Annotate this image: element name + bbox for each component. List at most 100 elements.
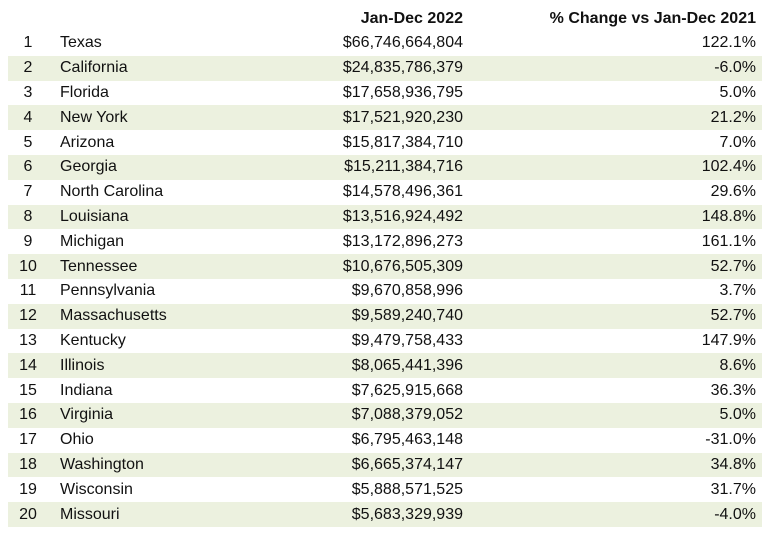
state-name-cell: Tennessee [60,257,138,275]
value-cell: $17,521,920,230 [342,108,463,126]
rank-cell: 13 [19,331,37,349]
table-row: 3 Florida $17,658,936,795 5.0% [8,81,762,106]
rank-cell: 18 [19,455,37,473]
value-cell: $17,658,936,795 [342,83,463,101]
state-name-cell: Ohio [60,431,94,449]
table-row: 7 North Carolina $14,578,496,361 29.6% [8,180,762,205]
percent-change-cell: 3.7% [719,282,756,300]
percent-change-cell: 31.7% [710,480,756,498]
header-percent-change: % Change vs Jan-Dec 2021 [549,9,756,27]
rank-cell: 20 [19,505,37,523]
percent-change-cell: 5.0% [719,406,756,424]
percent-change-cell: 34.8% [710,455,756,473]
state-name-cell: Illinois [60,356,105,374]
rank-cell: 11 [19,282,37,300]
state-name-cell: Michigan [60,232,125,250]
table-row: 9 Michigan $13,172,896,273 161.1% [8,229,762,254]
state-name-cell: Texas [60,34,102,52]
percent-change-cell: 148.8% [701,207,756,225]
state-name-cell: Wisconsin [60,480,133,498]
percent-change-cell: 161.1% [701,232,756,250]
header-jan-dec-2022: Jan-Dec 2022 [360,9,463,27]
rank-cell: 10 [19,257,37,275]
percent-change-cell: -31.0% [705,431,756,449]
percent-change-cell: 102.4% [701,158,756,176]
table-row: 2 California $24,835,786,379 -6.0% [8,55,762,81]
rank-cell: 19 [19,480,37,498]
state-name-cell: North Carolina [60,183,164,201]
rank-cell: 17 [19,431,37,449]
state-name-cell: Florida [60,83,109,101]
value-cell: $66,746,664,804 [342,34,463,52]
state-name-cell: Georgia [60,158,117,176]
percent-change-cell: -4.0% [714,505,756,523]
table-row: 17 Ohio $6,795,463,148 -31.0% [8,428,762,453]
percent-change-cell: 7.0% [719,133,756,151]
percent-change-cell: 21.2% [710,108,756,126]
value-cell: $10,676,505,309 [342,257,463,275]
state-name-cell: Missouri [60,505,120,523]
table-row: 14 Illinois $8,065,441,396 8.6% [8,353,762,379]
value-cell: $13,172,896,273 [342,232,463,250]
state-name-cell: Massachusetts [60,307,167,325]
table-row: 11 Pennsylvania $9,670,858,996 3.7% [8,279,762,304]
rank-cell: 8 [23,207,33,225]
state-name-cell: Kentucky [60,331,126,349]
table-row: 4 New York $17,521,920,230 21.2% [8,105,762,131]
table-row: 20 Missouri $5,683,329,939 -4.0% [8,502,762,527]
percent-change-cell: 8.6% [719,356,756,374]
rank-cell: 9 [23,232,33,250]
percent-change-cell: 52.7% [710,257,756,275]
table-header: Jan-Dec 2022 % Change vs Jan-Dec 2021 [8,6,762,31]
state-name-cell: Virginia [60,406,114,424]
value-cell: $14,578,496,361 [342,183,463,201]
table-row: 6 Georgia $15,211,384,716 102.4% [8,154,762,180]
value-cell: $6,665,374,147 [351,455,463,473]
value-cell: $8,065,441,396 [351,356,463,374]
state-name-cell: New York [60,108,128,126]
rank-cell: 6 [23,158,33,176]
value-cell: $15,211,384,716 [344,158,463,176]
state-name-cell: Indiana [60,381,113,399]
table-row: 1 Texas $66,746,664,804 122.1% [8,31,762,56]
percent-change-cell: 29.6% [710,183,756,201]
table-row: 10 Tennessee $10,676,505,309 52.7% [8,254,762,279]
value-cell: $24,835,786,379 [342,59,463,77]
percent-change-cell: 52.7% [710,307,756,325]
table-body: 1 Texas $66,746,664,804 122.1% 2 California $2… [8,31,762,527]
value-cell: $5,888,571,525 [351,480,463,498]
state-name-cell: Pennsylvania [60,282,156,300]
state-name-cell: Arizona [60,133,115,151]
rank-cell: 16 [19,406,37,424]
percent-change-cell: 147.9% [701,331,756,349]
header-state [52,6,284,31]
rank-cell: 3 [23,83,33,101]
state-name-cell: California [60,59,128,77]
rank-cell: 7 [23,183,33,201]
value-cell: $9,670,858,996 [351,282,463,300]
value-cell: $9,479,758,433 [351,331,463,349]
table-row: 19 Wisconsin $5,888,571,525 31.7% [8,477,762,502]
rank-cell: 14 [19,356,37,374]
table-row: 18 Washington $6,665,374,147 34.8% [8,452,762,478]
table-row: 5 Arizona $15,817,384,710 7.0% [8,130,762,155]
percent-change-cell: 5.0% [719,83,756,101]
table-row: 8 Louisiana $13,516,924,492 148.8% [8,204,762,230]
rank-cell: 5 [23,133,33,151]
value-cell: $7,625,915,668 [351,381,463,399]
header-row: Jan-Dec 2022 % Change vs Jan-Dec 2021 [8,6,762,31]
value-cell: $7,088,379,052 [351,406,463,424]
percent-change-cell: -6.0% [714,59,756,77]
table-row: 16 Virginia $7,088,379,052 5.0% [8,402,762,428]
value-cell: $15,817,384,710 [342,133,463,151]
value-cell: $9,589,240,740 [351,307,463,325]
rank-cell: 1 [23,34,33,52]
percent-change-cell: 122.1% [701,34,756,52]
state-ranking-table: Jan-Dec 2022 % Change vs Jan-Dec 2021 1 T… [8,6,762,527]
header-rank [8,6,52,31]
percent-change-cell: 36.3% [710,381,756,399]
value-cell: $6,795,463,148 [351,431,463,449]
value-cell: $13,516,924,492 [342,207,463,225]
state-name-cell: Louisiana [60,207,129,225]
